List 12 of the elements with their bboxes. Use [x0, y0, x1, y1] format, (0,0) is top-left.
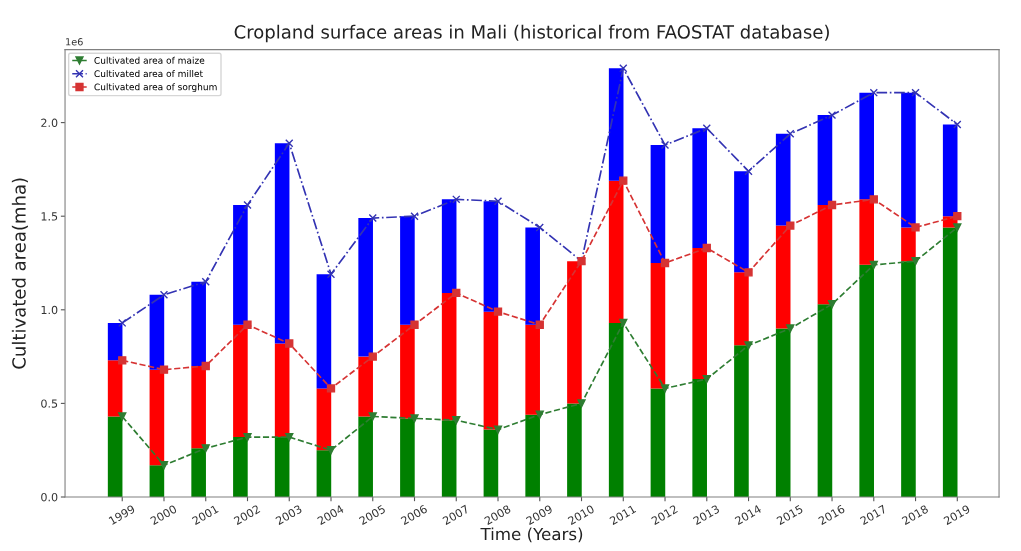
legend-label: Cultivated area of sorghum — [94, 83, 217, 93]
y-tick-label: 2.0 — [41, 118, 58, 127]
chart-title: Cropland surface areas in Mali (historical from FAOSTAT database) — [234, 24, 829, 43]
legend-label: Cultivated area of maize — [94, 56, 205, 64]
y-axis-title: Cultivated area(mha) — [11, 178, 28, 369]
legend-label: Cultivated area of millet — [94, 70, 203, 78]
x-axis-title: Time (Years) — [480, 527, 583, 543]
y-tick-label: 0.5 — [41, 399, 58, 408]
text: 1e6 — [66, 38, 83, 46]
y-tick-label: 1.5 — [41, 212, 58, 221]
y-tick-label: 0.0 — [41, 492, 58, 502]
y-tick-label: 1.0 — [41, 305, 58, 315]
